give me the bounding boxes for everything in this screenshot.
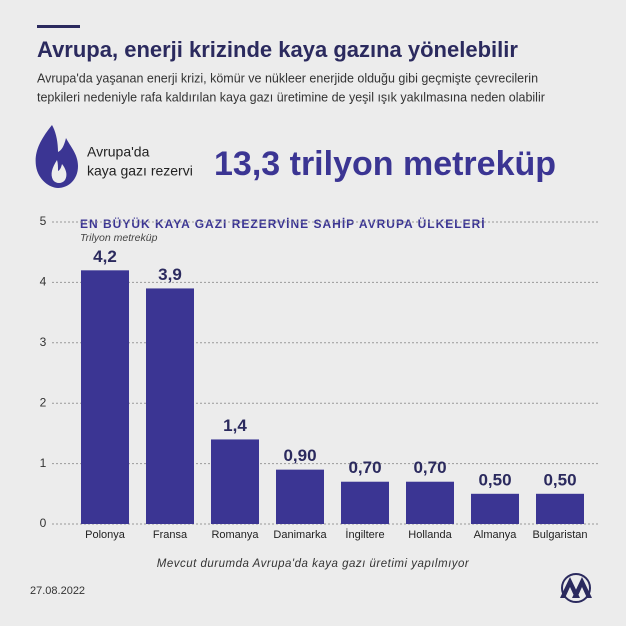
- bar: [81, 270, 129, 524]
- logo: [560, 573, 592, 603]
- y-tick-label: 5: [40, 214, 47, 228]
- title: Avrupa, enerji krizinde kaya gazına yöne…: [37, 37, 518, 62]
- value-label: 3,9: [158, 265, 182, 284]
- bar: [471, 493, 519, 524]
- value-label: 1,4: [223, 416, 247, 435]
- value-label: 0,90: [283, 446, 316, 465]
- accent-line: [37, 25, 80, 28]
- subtitle: Avrupa'da yaşanan enerji krizi, kömür ve…: [37, 71, 538, 85]
- y-axis-label: Trilyon metreküp: [80, 232, 158, 244]
- x-tick-label: Romanya: [211, 529, 259, 541]
- value-label: 0,70: [348, 458, 381, 477]
- x-tick-label: Fransa: [153, 529, 188, 541]
- note: Mevcut durumda Avrupa'da kaya gazı üreti…: [157, 558, 470, 570]
- x-tick-label: Polonya: [85, 529, 126, 541]
- date: 27.08.2022: [30, 585, 85, 597]
- y-tick-label: 1: [40, 456, 47, 470]
- bar: [211, 439, 259, 524]
- bar: [146, 288, 194, 524]
- bar: [341, 481, 389, 524]
- chart-title: EN BÜYÜK KAYA GAZI REZERVİNE SAHİP AVRUP…: [80, 216, 486, 231]
- x-tick-label: Almanya: [474, 529, 518, 541]
- bar: [536, 493, 584, 524]
- y-tick-label: 2: [40, 395, 47, 409]
- bar: [276, 469, 324, 524]
- value-label: 0,50: [478, 470, 511, 489]
- value-label: 4,2: [93, 247, 117, 266]
- value-label: 0,70: [413, 458, 446, 477]
- flame-icon: [35, 125, 78, 188]
- x-tick-label: Hollanda: [408, 529, 452, 541]
- stat-label: Avrupa'da: [87, 144, 150, 160]
- value-label: 0,50: [543, 470, 576, 489]
- bar: [406, 481, 454, 524]
- y-tick-label: 3: [40, 335, 47, 349]
- stat-label: kaya gazı rezervi: [87, 163, 193, 179]
- stat-value: 13,3 trilyon metreküp: [214, 145, 556, 183]
- x-tick-label: Bulgaristan: [532, 529, 587, 541]
- x-tick-label: Danimarka: [273, 529, 327, 541]
- x-tick-label: İngiltere: [345, 528, 384, 541]
- y-tick-label: 4: [40, 275, 47, 289]
- y-tick-label: 0: [40, 516, 47, 530]
- subtitle: tepkileri nedeniyle rafa kaldırılan kaya…: [37, 90, 545, 104]
